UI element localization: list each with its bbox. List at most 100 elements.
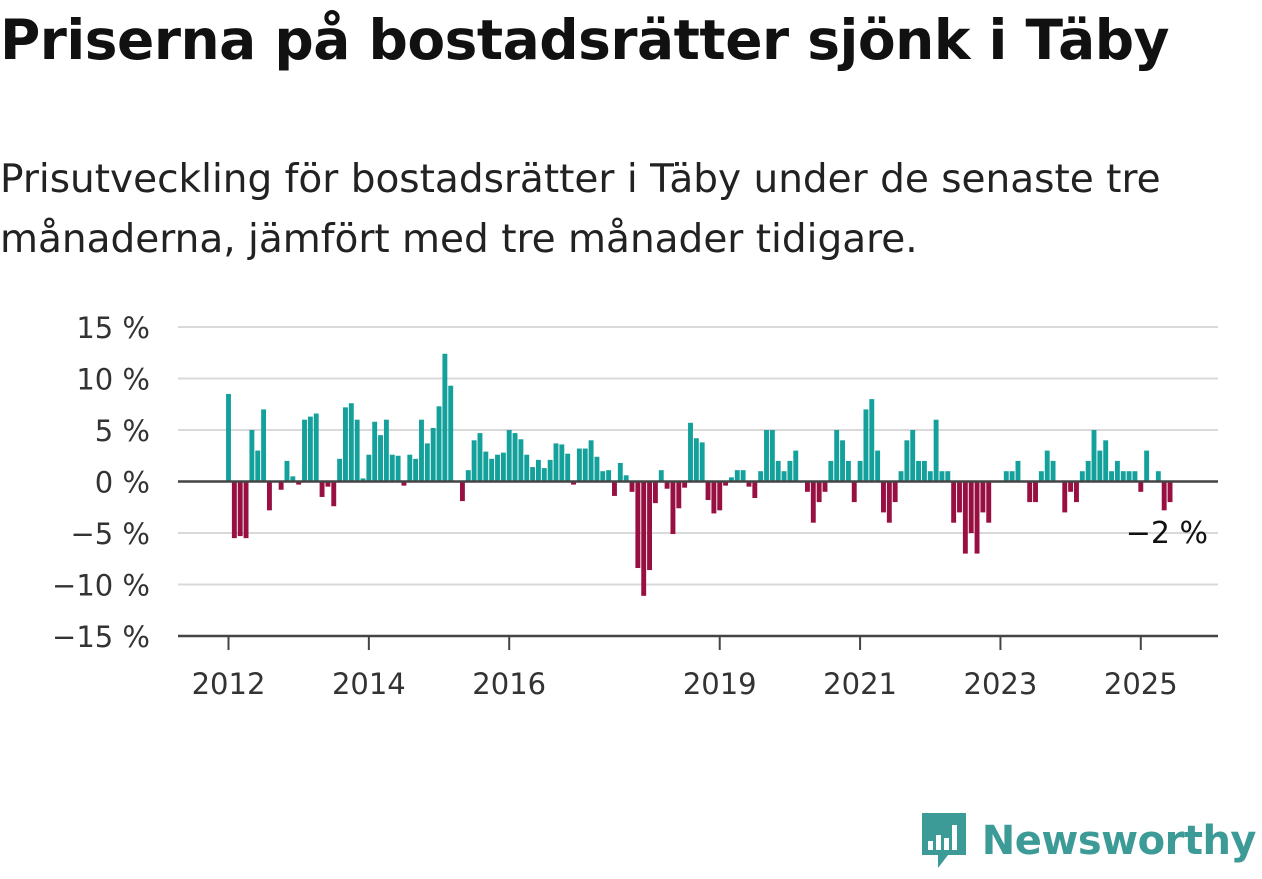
bar [688,422,693,482]
bar [1003,471,1009,482]
bar [436,406,442,482]
bar [1027,481,1033,503]
bar [682,481,688,488]
bar [261,409,267,482]
bar [1062,481,1068,513]
bar [413,458,419,482]
bar [939,471,945,482]
bar [957,481,962,513]
bar [723,481,729,486]
chart-subtitle: Prisutveckling för bostadsrätter i Täby … [0,157,1161,262]
bar [658,470,664,482]
bar [389,454,395,482]
x-tick-label: 2016 [472,667,546,701]
bar [319,481,325,497]
bar [728,477,734,482]
bar [1068,481,1074,492]
bar [775,460,781,482]
bar [986,481,992,523]
bar [781,471,787,482]
bar [1033,481,1038,503]
bar [448,385,454,482]
x-tick-label: 2023 [964,667,1038,701]
bar [582,448,588,482]
bar [828,460,834,482]
bar [576,448,582,482]
bar [968,481,974,533]
bars [226,353,1173,596]
newsworthy-logo: Newsworthy [918,811,1257,871]
bar [910,430,916,482]
bar [1015,460,1021,482]
bar [623,475,629,482]
bar [822,481,828,492]
x-axis-tick-labels: 2012 2014 2016 2019 2021 2023 2025 [192,667,1178,701]
bar [699,442,705,482]
bar [705,481,711,501]
bar [489,458,495,482]
bar [325,481,331,487]
bar [717,481,723,511]
bar [805,481,810,492]
bar [904,440,910,482]
bar [1009,471,1015,482]
bar [442,353,448,482]
bar [647,481,653,571]
bar [740,470,746,482]
y-tick-label: 5 % [95,414,150,448]
bar [302,419,307,482]
bar [465,470,471,482]
bar [231,481,237,539]
bar [886,481,892,523]
bar [1044,450,1050,482]
bar [1144,450,1150,482]
bar [1109,471,1114,482]
bar [348,403,354,482]
bar [951,481,957,523]
bar [670,481,676,535]
bar [1091,430,1097,482]
bar [916,460,922,482]
bar [1074,481,1079,503]
bar [746,481,752,487]
bar [249,430,255,482]
bar [360,478,366,482]
bar [243,481,249,539]
bar [1103,440,1109,482]
bar [296,481,302,485]
bar [1132,471,1138,482]
bar [553,443,559,482]
bar [869,399,875,482]
bar [635,481,641,569]
bar [530,467,536,482]
bar [816,481,822,503]
bar [226,393,231,482]
x-tick-label: 2025 [1104,667,1178,701]
bar [851,481,857,503]
bar [512,433,518,482]
bar [962,481,968,554]
bar [354,419,360,482]
bar [787,460,793,482]
bar [535,459,541,482]
bar [383,419,389,482]
bar [255,450,261,482]
x-tick-label: 2021 [823,667,897,701]
bar [307,416,313,482]
bar [419,419,424,482]
y-tick-label: 10 % [76,363,150,397]
bar [857,460,863,482]
y-tick-label: 15 % [76,311,150,345]
bar [1126,471,1132,482]
last-value-label: −2 % [1126,516,1208,551]
bar [793,450,799,482]
bar [483,451,489,482]
bar [424,443,430,482]
x-tick-label: 2012 [192,667,266,701]
bar [343,407,348,482]
bar [898,471,904,482]
bar [237,481,243,537]
bar [810,481,816,523]
bar [734,470,740,482]
bar [629,481,635,492]
